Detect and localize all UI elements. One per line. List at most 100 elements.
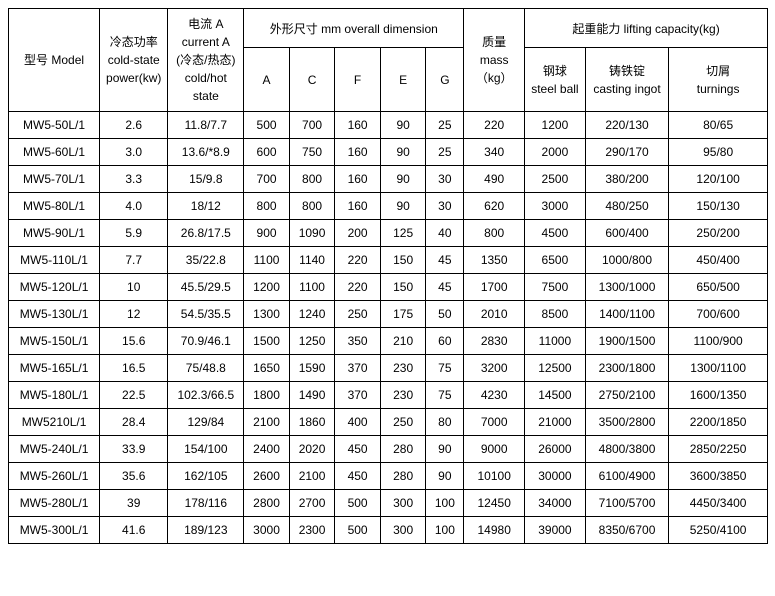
mass-label-cn: 质量 [482, 35, 506, 49]
table-row: MW5-70L/13.315/9.87008001609030490250038… [9, 166, 768, 193]
table-cell: 250 [380, 409, 426, 436]
table-cell: 102.3/66.5 [168, 382, 244, 409]
table-cell: 160 [335, 139, 381, 166]
table-cell: 6100/4900 [585, 463, 668, 490]
table-cell: 1250 [289, 328, 335, 355]
table-cell: 35.6 [100, 463, 168, 490]
table-cell: 26000 [525, 436, 586, 463]
table-row: MW5-120L/11045.5/29.51200110022015045170… [9, 274, 768, 301]
turnings-label-en: turnings [697, 82, 740, 96]
table-cell: 370 [335, 355, 381, 382]
table-cell: 2800 [244, 490, 290, 517]
table-cell: 1350 [464, 247, 525, 274]
table-cell: MW5-280L/1 [9, 490, 100, 517]
current-label-cn1: 电流 A [188, 17, 223, 31]
table-cell: 380/200 [585, 166, 668, 193]
table-cell: 500 [244, 112, 290, 139]
col-a: A [244, 48, 290, 112]
table-cell: 150 [380, 247, 426, 274]
table-cell: 18/12 [168, 193, 244, 220]
table-cell: 95/80 [669, 139, 768, 166]
table-cell: 500 [335, 490, 381, 517]
table-cell: 370 [335, 382, 381, 409]
table-row: MW5-165L/116.575/48.81650159037023075320… [9, 355, 768, 382]
table-cell: 620 [464, 193, 525, 220]
table-cell: 4230 [464, 382, 525, 409]
table-cell: 100 [426, 517, 464, 544]
table-cell: 2700 [289, 490, 335, 517]
table-row: MW5-280L/139178/116280027005003001001245… [9, 490, 768, 517]
table-row: MW5-260L/135.6162/1052600210045028090101… [9, 463, 768, 490]
table-cell: 220 [335, 247, 381, 274]
table-cell: 250 [335, 301, 381, 328]
table-cell: 900 [244, 220, 290, 247]
table-cell: 5.9 [100, 220, 168, 247]
table-cell: MW5-300L/1 [9, 517, 100, 544]
col-steel: 钢球 steel ball [525, 48, 586, 112]
table-cell: 800 [464, 220, 525, 247]
col-group-lifting: 起重能力 lifting capacity(kg) [525, 9, 768, 48]
table-cell: 1000/800 [585, 247, 668, 274]
table-cell: 220 [335, 274, 381, 301]
power-label-cn: 冷态功率 [110, 35, 158, 49]
table-cell: 39 [100, 490, 168, 517]
table-cell: MW5-70L/1 [9, 166, 100, 193]
table-cell: 700 [289, 112, 335, 139]
turnings-label-cn: 切屑 [706, 64, 730, 78]
table-cell: 2100 [244, 409, 290, 436]
table-cell: MW5210L/1 [9, 409, 100, 436]
table-cell: 800 [244, 193, 290, 220]
table-cell: 1100 [289, 274, 335, 301]
table-cell: 75 [426, 355, 464, 382]
table-row: MW5-180L/122.5102.3/66.51800149037023075… [9, 382, 768, 409]
table-cell: 90 [380, 166, 426, 193]
table-cell: 1500 [244, 328, 290, 355]
table-cell: 210 [380, 328, 426, 355]
table-cell: 80/65 [669, 112, 768, 139]
table-cell: 90 [426, 436, 464, 463]
col-power: 冷态功率 cold-state power(kw) [100, 9, 168, 112]
table-cell: 13.6/*8.9 [168, 139, 244, 166]
table-cell: 150 [380, 274, 426, 301]
table-cell: 189/123 [168, 517, 244, 544]
table-cell: 2830 [464, 328, 525, 355]
table-cell: 150/130 [669, 193, 768, 220]
table-cell: 600/400 [585, 220, 668, 247]
table-cell: 2500 [525, 166, 586, 193]
table-cell: 1590 [289, 355, 335, 382]
table-cell: MW5-90L/1 [9, 220, 100, 247]
table-cell: 2850/2250 [669, 436, 768, 463]
table-cell: 1700 [464, 274, 525, 301]
table-cell: 1100/900 [669, 328, 768, 355]
table-cell: 7100/5700 [585, 490, 668, 517]
table-cell: 480/250 [585, 193, 668, 220]
table-row: MW5-150L/115.670.9/46.115001250350210602… [9, 328, 768, 355]
col-mass: 质量 mass （kg） [464, 9, 525, 112]
table-cell: 230 [380, 382, 426, 409]
table-cell: 12450 [464, 490, 525, 517]
table-header: 型号 Model 冷态功率 cold-state power(kw) 电流 A … [9, 9, 768, 112]
table-cell: 2010 [464, 301, 525, 328]
lifting-group-label: 起重能力 lifting capacity(kg) [572, 22, 719, 36]
table-row: MW5-300L/141.6189/1233000230050030010014… [9, 517, 768, 544]
table-cell: 30000 [525, 463, 586, 490]
table-cell: 2200/1850 [669, 409, 768, 436]
table-cell: 490 [464, 166, 525, 193]
table-cell: 178/116 [168, 490, 244, 517]
table-cell: 90 [380, 193, 426, 220]
mass-label-en1: mass [480, 53, 509, 67]
table-cell: 16.5 [100, 355, 168, 382]
table-cell: 40 [426, 220, 464, 247]
col-e: E [380, 48, 426, 112]
table-cell: 15.6 [100, 328, 168, 355]
table-cell: 14500 [525, 382, 586, 409]
table-cell: 3200 [464, 355, 525, 382]
table-cell: 162/105 [168, 463, 244, 490]
table-cell: 45 [426, 247, 464, 274]
table-cell: 7000 [464, 409, 525, 436]
table-cell: 2100 [289, 463, 335, 490]
table-cell: 280 [380, 436, 426, 463]
col-turnings: 切屑 turnings [669, 48, 768, 112]
table-cell: 26.8/17.5 [168, 220, 244, 247]
table-cell: MW5-150L/1 [9, 328, 100, 355]
